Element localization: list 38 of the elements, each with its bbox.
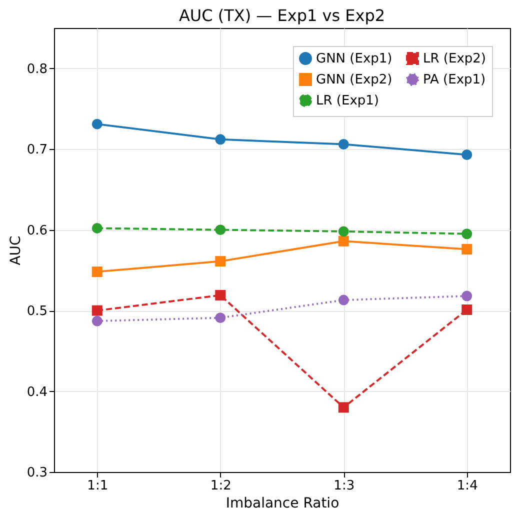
- point: [215, 256, 226, 267]
- point: [338, 402, 349, 413]
- y-axis-title: AUC: [8, 235, 24, 266]
- chart-title: AUC (TX) — Exp1 vs Exp2: [178, 6, 386, 25]
- point: [462, 150, 472, 160]
- point: [462, 304, 472, 315]
- x-tick-label: 1:2: [210, 478, 232, 494]
- y-tick-label: 0.6: [26, 223, 48, 238]
- y-tick-label: 0.8: [26, 62, 48, 77]
- point: [462, 228, 472, 240]
- point: [215, 290, 226, 300]
- point: [215, 134, 226, 145]
- legend-label: PA (Exp1): [423, 72, 486, 88]
- legend-label: GNN (Exp1): [316, 52, 392, 67]
- y-tick-label: 0.7: [26, 142, 48, 158]
- legend-label: GNN (Exp2): [316, 72, 392, 88]
- point: [338, 236, 349, 246]
- y-tick-label: 0.3: [26, 466, 48, 480]
- point: [338, 226, 349, 237]
- point: [92, 222, 102, 234]
- legend-label: LR (Exp2): [423, 52, 486, 67]
- x-axis-title: Imbalance Ratio: [226, 496, 340, 512]
- x-tick-label: 1:4: [456, 478, 478, 494]
- y-tick-label: 0.4: [26, 384, 48, 400]
- x-tick-label: 1:1: [87, 478, 108, 494]
- point: [462, 244, 472, 254]
- point: [92, 118, 102, 130]
- point: [92, 316, 102, 326]
- y-tick-label: 0.5: [26, 304, 48, 320]
- point: [92, 266, 102, 278]
- point: [215, 312, 226, 324]
- legend-label: LR (Exp1): [316, 94, 379, 108]
- point: [338, 139, 349, 150]
- x-tick-label: 1:3: [334, 478, 355, 494]
- point: [462, 290, 472, 302]
- point: [215, 224, 226, 236]
- point: [92, 305, 102, 316]
- point: [338, 294, 349, 306]
